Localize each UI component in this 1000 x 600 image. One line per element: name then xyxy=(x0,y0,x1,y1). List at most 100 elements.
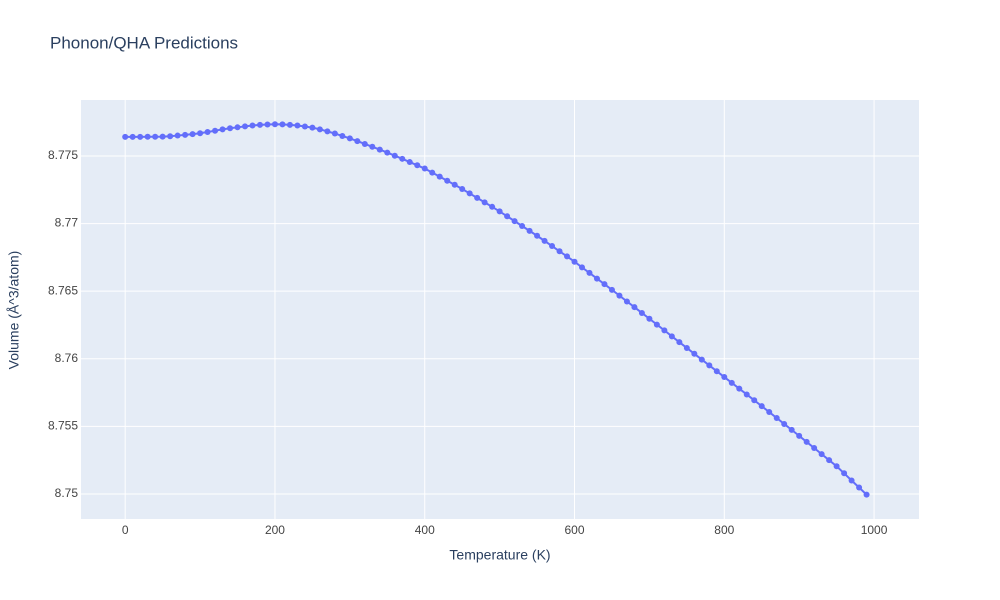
data-point xyxy=(676,339,683,346)
data-point xyxy=(249,122,256,129)
data-point xyxy=(519,223,526,230)
x-tick-label: 1000 xyxy=(861,523,888,537)
data-point xyxy=(743,391,750,398)
data-point xyxy=(466,190,473,197)
y-tick-label: 8.76 xyxy=(55,351,79,365)
data-point xyxy=(534,232,541,239)
data-point xyxy=(698,356,705,363)
data-point xyxy=(683,344,690,351)
data-point xyxy=(616,292,623,299)
data-point xyxy=(691,350,698,357)
data-point xyxy=(197,130,204,137)
data-point xyxy=(668,333,675,340)
data-point xyxy=(571,258,578,265)
data-point xyxy=(152,133,159,140)
data-point xyxy=(331,130,338,137)
data-point xyxy=(421,165,428,172)
data-point xyxy=(631,304,638,311)
data-point xyxy=(264,121,271,128)
data-point xyxy=(841,470,848,477)
data-point xyxy=(549,243,556,250)
data-point xyxy=(481,199,488,206)
data-point xyxy=(339,132,346,139)
data-point xyxy=(848,477,855,484)
data-point xyxy=(579,264,586,271)
x-tick-label: 600 xyxy=(564,523,584,537)
data-point xyxy=(271,121,278,128)
data-point xyxy=(309,124,316,131)
data-point xyxy=(399,155,406,162)
data-point xyxy=(489,203,496,210)
data-point xyxy=(818,451,825,458)
data-point xyxy=(541,237,548,244)
data-point xyxy=(301,123,308,130)
data-point xyxy=(863,491,870,498)
data-point xyxy=(736,385,743,392)
data-point xyxy=(788,426,795,433)
data-point xyxy=(803,438,810,445)
data-point xyxy=(526,227,533,234)
data-point xyxy=(608,286,615,293)
data-point xyxy=(279,121,286,128)
data-point xyxy=(781,420,788,427)
x-tick-label: 800 xyxy=(714,523,734,537)
data-point xyxy=(391,152,398,159)
data-point xyxy=(376,146,383,153)
data-point xyxy=(556,248,563,255)
data-point xyxy=(856,484,863,491)
data-point xyxy=(713,368,720,375)
data-point xyxy=(511,218,518,225)
data-point xyxy=(766,409,773,416)
data-point xyxy=(129,133,136,140)
data-point xyxy=(721,374,728,381)
data-point xyxy=(623,298,630,305)
x-tick-label: 400 xyxy=(415,523,435,537)
data-point xyxy=(204,129,211,136)
data-point xyxy=(182,131,189,138)
data-point xyxy=(174,132,181,139)
plot-area xyxy=(81,100,919,519)
data-point xyxy=(406,159,413,166)
data-point xyxy=(234,124,241,131)
data-point xyxy=(429,169,436,176)
data-point xyxy=(324,128,331,135)
data-point xyxy=(189,131,196,138)
data-point xyxy=(504,213,511,220)
data-point xyxy=(286,121,293,128)
data-point xyxy=(474,194,481,201)
data-point xyxy=(459,185,466,192)
data-point xyxy=(564,253,571,260)
data-point xyxy=(796,432,803,439)
data-point xyxy=(593,275,600,282)
data-point xyxy=(751,397,758,404)
y-tick-label: 8.75 xyxy=(55,486,79,500)
data-point xyxy=(384,149,391,156)
data-point xyxy=(706,362,713,369)
x-tick-label: 0 xyxy=(122,523,129,537)
y-tick-label: 8.755 xyxy=(48,419,78,433)
data-point xyxy=(586,269,593,276)
y-tick-label: 8.775 xyxy=(48,148,78,162)
data-point xyxy=(122,133,129,140)
data-point xyxy=(346,135,353,142)
data-point xyxy=(256,121,263,128)
data-point xyxy=(294,122,301,129)
data-point xyxy=(601,281,608,288)
data-point xyxy=(242,123,249,130)
data-point xyxy=(451,181,458,188)
data-point xyxy=(496,208,503,215)
x-axis-title: Temperature (K) xyxy=(449,547,550,563)
data-point xyxy=(436,173,443,180)
data-point xyxy=(833,463,840,470)
data-point xyxy=(653,321,660,328)
data-point xyxy=(661,327,668,334)
y-axis-title: Volume (Å^3/atom) xyxy=(6,251,22,370)
x-tick-label: 200 xyxy=(265,523,285,537)
data-point xyxy=(354,138,361,145)
data-point xyxy=(638,309,645,316)
data-point xyxy=(144,133,151,140)
data-point xyxy=(646,315,653,322)
data-point xyxy=(212,127,219,134)
data-point xyxy=(369,143,376,150)
